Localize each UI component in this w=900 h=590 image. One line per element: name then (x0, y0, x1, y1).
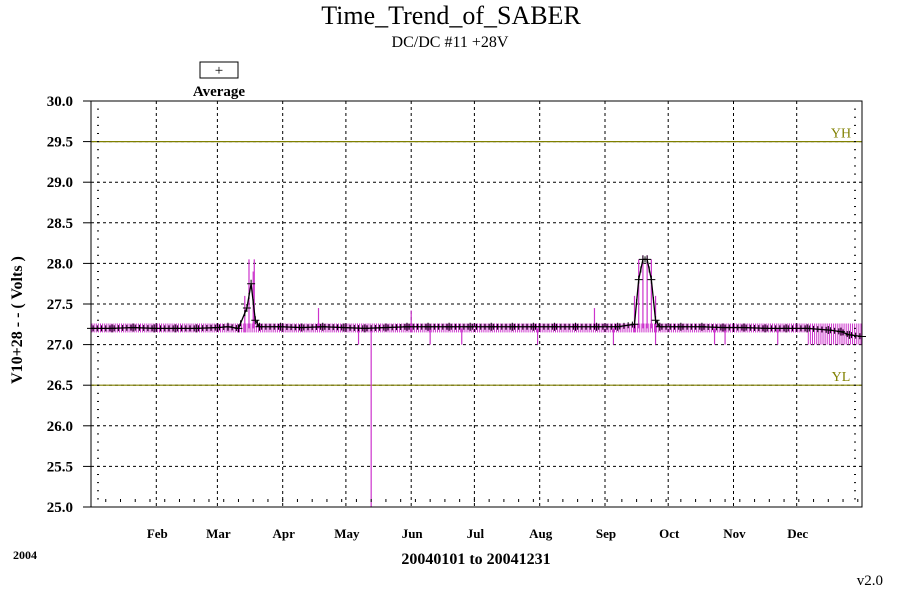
x-tick-label: Nov (723, 526, 746, 541)
average-point (445, 322, 454, 331)
average-point (381, 323, 390, 332)
average-point (630, 320, 639, 329)
average-point (550, 322, 559, 331)
grid (91, 101, 862, 507)
average-point (318, 322, 327, 331)
average-point (655, 322, 664, 331)
average-point (213, 323, 222, 332)
y-tick-label: 26.5 (47, 378, 73, 394)
x-tick-label: Mar (206, 526, 231, 541)
average-point (782, 324, 791, 333)
average-point (255, 322, 264, 331)
y-tick-label: 26.0 (47, 419, 73, 435)
y-tick-label: 28.5 (47, 216, 73, 232)
average-point (613, 322, 622, 331)
raw-series (91, 255, 862, 507)
average-point (171, 324, 180, 333)
average-point (824, 325, 833, 334)
x-tick-label: Aug (529, 526, 553, 541)
average-point (508, 322, 517, 331)
average-point (360, 324, 369, 333)
limit-label-yh: YH (831, 127, 851, 142)
average-point (466, 322, 475, 331)
average-point (845, 330, 854, 339)
average-point (697, 322, 706, 331)
x-tick-label: Dec (787, 526, 808, 541)
x-tick-label: Apr (273, 526, 296, 541)
average-point (740, 323, 749, 332)
average-point (647, 275, 656, 284)
legend-symbol: + (215, 63, 223, 79)
average-point (424, 322, 433, 331)
average-point (234, 324, 243, 333)
average-point (339, 323, 348, 332)
average-point (192, 324, 201, 333)
average-point (571, 322, 580, 331)
average-point (150, 324, 159, 333)
y-tick-label: 27.5 (47, 297, 73, 313)
chart-subtitle: DC/DC #11 +28V (392, 34, 509, 51)
y-tick-label: 29.5 (47, 135, 73, 151)
y-tick-labels: 25.0 25.5 26.0 26.5 27.0 27.5 28.0 28.5 29.0 29.5… (47, 94, 73, 516)
average-point (676, 322, 685, 331)
average-point (592, 322, 601, 331)
average-point (836, 327, 845, 336)
average-point (242, 304, 251, 313)
limit-label-yl: YL (832, 370, 851, 385)
year-label: 2004 (13, 548, 37, 562)
average-point (276, 322, 285, 331)
x-tick-label: Jul (467, 526, 485, 541)
chart-title: Time_Trend_of_SABER (321, 1, 581, 30)
y-tick-label: 28.0 (47, 256, 73, 272)
y-tick-label: 29.0 (47, 175, 73, 191)
average-series (87, 255, 866, 341)
y-axis-label: V10+28 - - ( Volts ) (9, 256, 26, 384)
legend-label: Average (193, 84, 246, 100)
average-point (634, 275, 643, 284)
average-point (651, 316, 660, 325)
average-point (803, 324, 812, 333)
x-tick-labels: Feb Mar Apr May Jun Jul Aug Sep Oct Nov Dec (147, 526, 809, 541)
average-point (402, 322, 411, 331)
average-point (251, 316, 260, 325)
y-tick-label: 25.5 (47, 459, 73, 475)
average-point (223, 322, 232, 331)
y-tick-label: 27.0 (47, 338, 73, 354)
average-point (297, 323, 306, 332)
average-point (487, 322, 496, 331)
average-point (129, 323, 138, 332)
average-point (761, 324, 770, 333)
x-tick-label: Feb (147, 526, 168, 541)
version-label: v2.0 (857, 573, 883, 589)
x-tick-label: Jun (402, 526, 424, 541)
x-tick-label: May (334, 526, 360, 541)
plot-frame (90, 100, 863, 508)
legend: + Average (193, 61, 246, 100)
legend-symbol-box (199, 61, 239, 79)
x-tick-label: Sep (596, 526, 616, 541)
average-point (643, 255, 652, 264)
axes (83, 100, 863, 508)
limit-lines: YH YL (91, 127, 862, 386)
y-tick-label: 30.0 (47, 94, 73, 110)
average-point (108, 324, 117, 333)
y-tick-label: 25.0 (47, 500, 73, 516)
x-axis-label: 20040101 to 20041231 (401, 551, 550, 568)
average-point (247, 279, 256, 288)
average-point (529, 322, 538, 331)
x-tick-label: Oct (659, 526, 680, 541)
average-point (718, 323, 727, 332)
